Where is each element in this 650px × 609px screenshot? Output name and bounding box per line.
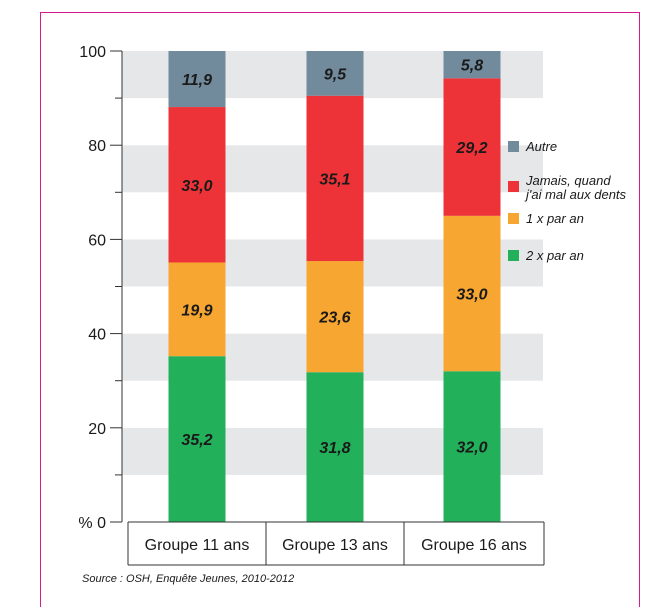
chart-frame xyxy=(40,12,640,607)
y-tick-label: 40 xyxy=(88,327,106,344)
data-label: 31,8 xyxy=(319,440,350,457)
data-label: 29,2 xyxy=(455,140,487,157)
bar-autre-groupe-16-ans xyxy=(443,51,501,79)
bar-2-x-par-an-groupe-11-ans xyxy=(168,356,226,522)
y-tick-label: % 0 xyxy=(78,515,106,532)
bar-1-x-par-an-groupe-13-ans xyxy=(306,261,364,373)
legend-swatch-1-x-par-an xyxy=(508,213,519,224)
y-axis: % 0 20 40 60 80 100 xyxy=(78,44,123,532)
data-label: 33,0 xyxy=(456,287,487,304)
legend-swatch-jamais-quand-j-ai-mal-aux-dents xyxy=(508,181,519,192)
legend-label-jamais-quand-j-ai-mal-aux-dents: j'ai mal aux dents xyxy=(524,187,627,202)
data-label: 9,5 xyxy=(324,66,347,83)
data-label: 19,9 xyxy=(181,302,212,319)
data-label: 35,2 xyxy=(181,432,212,449)
category-axis: Groupe 11 ans Groupe 13 ans Groupe 16 ans xyxy=(127,521,545,566)
legend-label-1-x-par-an: 1 x par an xyxy=(526,211,584,226)
data-label: 5,8 xyxy=(461,58,483,75)
y-tick-label: 20 xyxy=(88,421,106,438)
legend-swatch-autre xyxy=(508,141,519,152)
legend-label-autre: Autre xyxy=(525,139,557,154)
legend-label-2-x-par-an: 2 x par an xyxy=(525,248,584,263)
bar-1-x-par-an-groupe-16-ans xyxy=(443,215,501,372)
bar-jamais-quand-j-ai-mal-aux-dents-groupe-11-ans xyxy=(168,107,226,263)
category-label: Groupe 16 ans xyxy=(421,537,527,554)
bar-2-x-par-an-groupe-16-ans xyxy=(443,371,501,522)
bars: 35,2 19,9 33,0 11,9 31,8 23,6 35,1 9,5 32,0 33,0 2… xyxy=(168,51,501,522)
bar-2-x-par-an-groupe-13-ans xyxy=(306,372,364,522)
y-tick-label: 100 xyxy=(79,44,106,61)
data-label: 35,1 xyxy=(319,171,350,188)
bar-1-x-par-an-groupe-11-ans xyxy=(168,262,226,357)
legend-label-jamais-quand-j-ai-mal-aux-dents: Jamais, quand xyxy=(525,173,611,188)
source-note: Source : OSH, Enquête Jeunes, 2010-2012 xyxy=(82,573,294,585)
bar-jamais-quand-j-ai-mal-aux-dents-groupe-16-ans xyxy=(443,78,501,216)
data-label: 33,0 xyxy=(181,178,212,195)
bar-autre-groupe-13-ans xyxy=(306,51,364,96)
bar-jamais-quand-j-ai-mal-aux-dents-groupe-13-ans xyxy=(306,95,364,262)
bar-autre-groupe-11-ans xyxy=(168,51,226,108)
legend-swatch-2-x-par-an xyxy=(508,250,519,261)
y-tick-label: 60 xyxy=(88,232,106,249)
data-label: 32,0 xyxy=(456,440,487,457)
data-label: 11,9 xyxy=(182,72,212,89)
category-label: Groupe 11 ans xyxy=(145,537,250,554)
y-tick-label: 80 xyxy=(88,138,106,155)
category-label: Groupe 13 ans xyxy=(282,537,388,554)
data-label: 23,6 xyxy=(318,310,350,327)
